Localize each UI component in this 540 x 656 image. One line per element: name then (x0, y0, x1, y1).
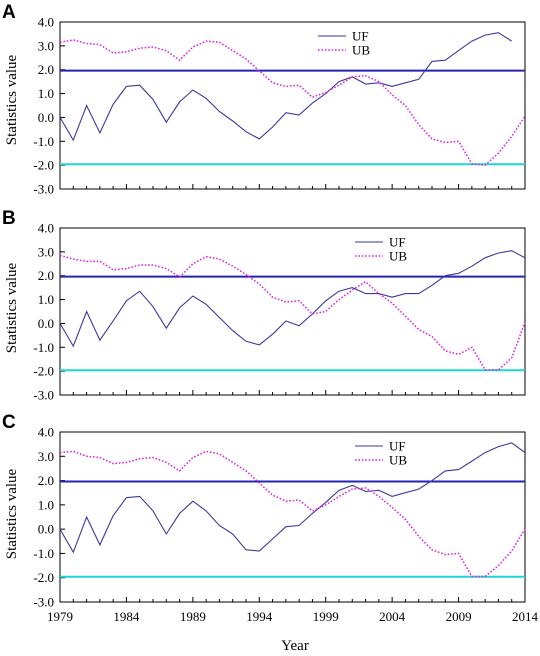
plot-frame (59, 227, 526, 396)
x-tick-label: 1999 (313, 609, 339, 624)
series-line-uf (59, 250, 526, 348)
series-line-ub (59, 254, 526, 371)
y-tick-label: 1.0 (38, 86, 54, 101)
y-axis-label: Statistics value (4, 468, 20, 559)
y-tick-label: 2.0 (38, 473, 54, 488)
x-tick-label: 1994 (246, 609, 273, 624)
y-tick-label: -1.0 (33, 546, 54, 561)
x-axis-label: Year (281, 638, 309, 654)
y-tick-label: 3.0 (38, 449, 54, 464)
y-tick-label: -1.0 (33, 340, 54, 355)
y-tick-label: 3.0 (38, 244, 54, 259)
series-line-uf (59, 442, 526, 554)
y-tick-label: -1.0 (33, 134, 54, 149)
y-tick-label: 4.0 (38, 15, 54, 30)
x-tick-label: 1984 (113, 609, 140, 624)
y-tick-label: 4.0 (38, 221, 54, 236)
y-tick-label: 2.0 (38, 268, 54, 283)
x-tick-label: 2009 (446, 609, 472, 624)
x-tick-label: 1989 (180, 609, 206, 624)
panel-label: C (2, 412, 16, 433)
plot-frame (59, 431, 526, 603)
legend-label: UF (352, 29, 369, 44)
panel-label: A (2, 2, 16, 23)
x-tick-label: 1979 (47, 609, 73, 624)
y-tick-label: 0.0 (38, 110, 54, 125)
y-axis-label: Statistics value (4, 262, 20, 353)
y-tick-label: -2.0 (33, 364, 54, 379)
series-line-uf (59, 32, 512, 142)
series-line-ub (59, 39, 526, 166)
y-axis-label: Statistics value (4, 54, 20, 145)
x-tick-label: 2014 (512, 609, 539, 624)
legend-label: UB (389, 249, 407, 264)
plot-frame (59, 21, 526, 190)
y-tick-label: 1.0 (38, 497, 54, 512)
panel-label: B (2, 208, 16, 229)
y-tick-label: -3.0 (33, 595, 54, 610)
legend-label: UB (389, 453, 407, 468)
y-tick-label: -2.0 (33, 570, 54, 585)
y-tick-label: 0.0 (38, 316, 54, 331)
y-tick-label: 0.0 (38, 522, 54, 537)
y-tick-label: 1.0 (38, 292, 54, 307)
y-tick-label: -3.0 (33, 182, 54, 197)
legend-label: UF (389, 235, 406, 250)
y-tick-label: -2.0 (33, 158, 54, 173)
x-tick-label: 2004 (379, 609, 406, 624)
legend-label: UF (389, 439, 406, 454)
y-tick-label: 3.0 (38, 38, 54, 53)
y-tick-label: 2.0 (38, 62, 54, 77)
y-tick-label: -3.0 (33, 388, 54, 403)
y-tick-label: 4.0 (38, 425, 54, 440)
legend-label: UB (352, 43, 370, 58)
